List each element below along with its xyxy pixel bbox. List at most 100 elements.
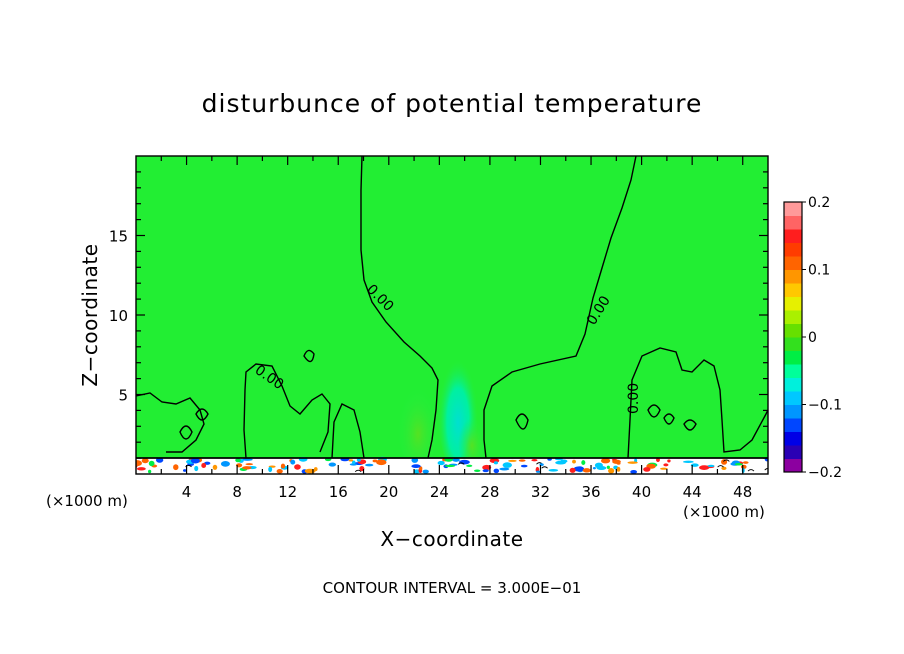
surface-anomaly: [643, 467, 651, 472]
colorbar-swatch: [784, 283, 802, 297]
surface-anomaly: [411, 464, 421, 469]
contour-cell-7: [683, 419, 697, 431]
surface-anomaly: [136, 460, 142, 467]
surface-anomaly: [582, 468, 591, 473]
surface-noise: [136, 456, 768, 474]
x-unit-left: (×1000 m): [46, 492, 128, 510]
x-tick-label: 36: [581, 483, 600, 501]
surface-anomaly: [458, 459, 470, 465]
field-blob-west: [398, 380, 438, 470]
colorbar-swatch: [784, 323, 802, 338]
colorbar-swatch: [784, 269, 802, 284]
colorbar-swatch: [784, 418, 802, 432]
surface-anomaly: [352, 460, 356, 464]
contour-right-plume: [627, 347, 768, 459]
surface-anomaly: [242, 466, 252, 470]
colorbar-swatch: [784, 337, 802, 351]
surface-anomaly: [173, 464, 179, 471]
surface-contour: [541, 466, 548, 469]
surface-anomaly: [136, 467, 146, 471]
surface-anomaly: [182, 469, 187, 472]
contour-cell-6: [663, 413, 675, 425]
surface-anomaly: [328, 462, 337, 467]
surface-anomaly: [569, 467, 576, 473]
surface-anomaly: [290, 459, 296, 465]
colorbar-swatch: [784, 377, 802, 392]
colorbar-swatch: [784, 229, 802, 243]
surface-anomaly: [690, 463, 699, 467]
x-tick-label: 44: [683, 483, 702, 501]
colorbar-frame: [783, 201, 803, 473]
surface-anomaly: [356, 458, 361, 462]
surface-anomaly: [560, 459, 568, 463]
surface-anomaly: [601, 457, 611, 464]
contour-cell-2: [195, 408, 209, 421]
surface-anomaly: [268, 466, 273, 473]
colorbar: 0.2 0.1 0 −0.1 −0.2: [784, 195, 842, 481]
x-tick-label: 40: [632, 483, 651, 501]
colorbar-swatch: [784, 350, 802, 365]
surface-anomaly: [721, 466, 727, 471]
colorbar-swatch: [784, 404, 802, 419]
contour-cell-3: [303, 349, 315, 363]
surface-anomaly: [419, 466, 423, 471]
surface-contour: [457, 462, 465, 465]
surface-anomaly: [707, 464, 715, 468]
surface-anomaly: [596, 465, 607, 470]
y-tick-label: 5: [118, 387, 128, 405]
colorbar-swatch: [784, 364, 802, 378]
surface-anomaly: [493, 468, 500, 474]
surface-anomaly: [474, 469, 481, 473]
surface-anomaly: [194, 465, 199, 472]
colorbar-swatch: [784, 296, 802, 311]
y-tick-label: 15: [109, 228, 128, 246]
colorbar-tick-label: 0.2: [808, 195, 830, 211]
surface-anomaly: [482, 464, 492, 471]
colorbar-swatch: [784, 202, 802, 216]
surface-anomaly: [422, 469, 429, 474]
surface-anomaly: [742, 461, 749, 464]
y-axis-label: Z−coordinate: [78, 243, 102, 386]
chart-title: disturbunce of potential temperature: [202, 89, 703, 118]
surface-anomaly: [141, 458, 149, 464]
surface-contour: [747, 469, 755, 472]
surface-anomaly: [508, 459, 517, 462]
y-tick-label: 10: [109, 307, 128, 325]
surface-anomaly: [608, 468, 615, 474]
field-blob-east: [458, 412, 486, 468]
surface-anomaly: [365, 463, 374, 467]
surface-anomaly: [148, 460, 155, 467]
surface-anomaly: [630, 470, 638, 474]
surface-anomaly: [663, 463, 669, 467]
contour-cell-4: [515, 413, 529, 430]
x-tick-label: 48: [733, 483, 752, 501]
surface-anomaly: [348, 459, 354, 462]
surface-anomaly: [572, 459, 576, 464]
surface-anomaly: [592, 466, 596, 470]
surface-anomaly: [294, 464, 301, 470]
surface-anomaly: [212, 464, 218, 470]
surface-contour: [723, 459, 730, 462]
surface-anomaly: [682, 460, 694, 463]
contour-mid-left-plume: [243, 363, 331, 459]
colorbar-swatch: [784, 215, 802, 230]
surface-anomaly: [627, 461, 638, 464]
x-unit-right: (×1000 m): [683, 503, 765, 521]
surface-anomaly: [616, 466, 621, 472]
surface-anomaly: [201, 462, 207, 469]
colorbar-swatch: [784, 431, 802, 446]
surface-anomaly: [276, 468, 283, 474]
surface-anomaly: [235, 458, 241, 463]
surface-anomaly: [444, 464, 456, 468]
contour-central-east: [483, 156, 637, 459]
surface-anomaly: [616, 462, 621, 465]
x-tick-label: 4: [182, 483, 192, 501]
surface-anomaly: [581, 460, 586, 466]
surface-anomaly: [518, 459, 526, 462]
x-ticks: 4 8 12 16 20 24 28 32 36 40 44 48: [160, 156, 752, 501]
surface-anomaly: [304, 468, 316, 474]
colorbar-swatch: [784, 242, 802, 257]
contour-small-west: [331, 403, 365, 459]
surface-anomaly: [413, 469, 420, 474]
surface-anomaly: [499, 467, 510, 471]
